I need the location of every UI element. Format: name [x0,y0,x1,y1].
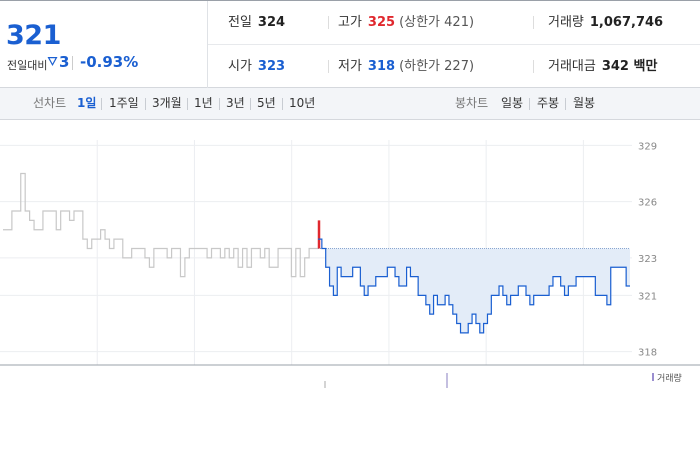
open-label: 시가 [228,59,252,74]
toolbar-separator [282,98,283,110]
quote-row-1: 전일 324 고가 325 (상한가 421) 거래량 1,067,746 [208,1,700,45]
period-daily-candle[interactable]: 일봉 [501,96,524,110]
amount-value: 342 백만 [601,59,658,74]
upper-limit: (상한가 421) [399,15,475,30]
high-label: 고가 [338,15,362,30]
toolbar-separator [250,98,251,110]
volume-legend-swatch [652,373,654,381]
volume-legend-label: 거래량 [657,372,682,384]
divider [533,16,534,29]
previous-day-price-line [3,172,318,278]
period-10y[interactable]: 10년 [289,96,316,110]
y-tick-label: 318 [638,348,657,359]
period-weekly-candle[interactable]: 주봉 [537,96,560,110]
below-reference-fill [318,248,630,333]
price-chart: 329 326 323 321 318 거래량 [0,140,700,388]
quote-panel: 321 전일대비 3 -0.93% 전일 324 고가 325 (상한가 421) 거… [0,0,700,88]
y-tick-label: 329 [638,141,657,152]
toolbar-separator [145,98,146,110]
toolbar-separator [219,98,220,110]
y-tick-label: 326 [638,198,657,209]
period-1y[interactable]: 1년 [194,96,213,110]
period-1d[interactable]: 1일 [77,96,97,110]
toolbar-separator [529,98,530,110]
low-price: 저가 318 (하한가 227) [338,45,474,88]
toolbar-separator [101,98,102,110]
period-3m[interactable]: 3개월 [152,96,182,110]
low-value: 318 [367,59,396,74]
high-value: 325 [367,15,396,30]
change-percent: -0.93% [80,53,139,71]
chart-toolbar: 선차트 1일 1주일 3개월 1년 3년 5년 10년 봉차트 일봉 주봉 월봉 [0,88,700,120]
high-price: 고가 325 (상한가 421) [338,1,474,44]
toolbar-separator [565,98,566,110]
prev-close-label: 전일 [228,15,252,30]
divider [533,60,534,73]
quote-row-2: 시가 323 저가 318 (하한가 227) 거래대금 342 백만 [208,45,700,88]
change-separator [72,56,73,70]
volume-value: 1,067,746 [589,15,664,30]
today-price-line [318,238,630,334]
price-box: 321 전일대비 3 -0.93% [0,1,208,88]
volume: 거래량 1,067,746 [548,1,663,44]
period-5y[interactable]: 5년 [257,96,276,110]
open-price: 시가 323 [228,45,285,88]
trade-amount: 거래대금 342 백만 [548,45,657,88]
line-chart-label: 선차트 [33,96,67,110]
low-label: 저가 [338,59,362,74]
prev-close: 전일 324 [228,1,285,44]
down-triangle-icon [47,57,58,66]
change-value: 3 [59,53,70,71]
lower-limit: (하한가 227) [399,59,475,74]
y-tick-label: 321 [638,291,657,302]
change-label: 전일대비 [7,59,48,72]
amount-label: 거래대금 [548,59,596,74]
y-axis-ticks: 329 326 323 321 318 [638,141,657,358]
candle-chart-label: 봉차트 [455,96,489,110]
y-tick-label: 323 [638,254,657,265]
divider [328,60,329,73]
period-monthly-candle[interactable]: 월봉 [573,96,596,110]
period-1w[interactable]: 1주일 [109,96,139,110]
divider [328,16,329,29]
open-value: 323 [257,59,286,74]
period-3y[interactable]: 3년 [226,96,245,110]
prev-close-value: 324 [257,15,286,30]
toolbar-separator [187,98,188,110]
volume-label: 거래량 [548,15,584,30]
current-price: 321 [6,20,61,51]
